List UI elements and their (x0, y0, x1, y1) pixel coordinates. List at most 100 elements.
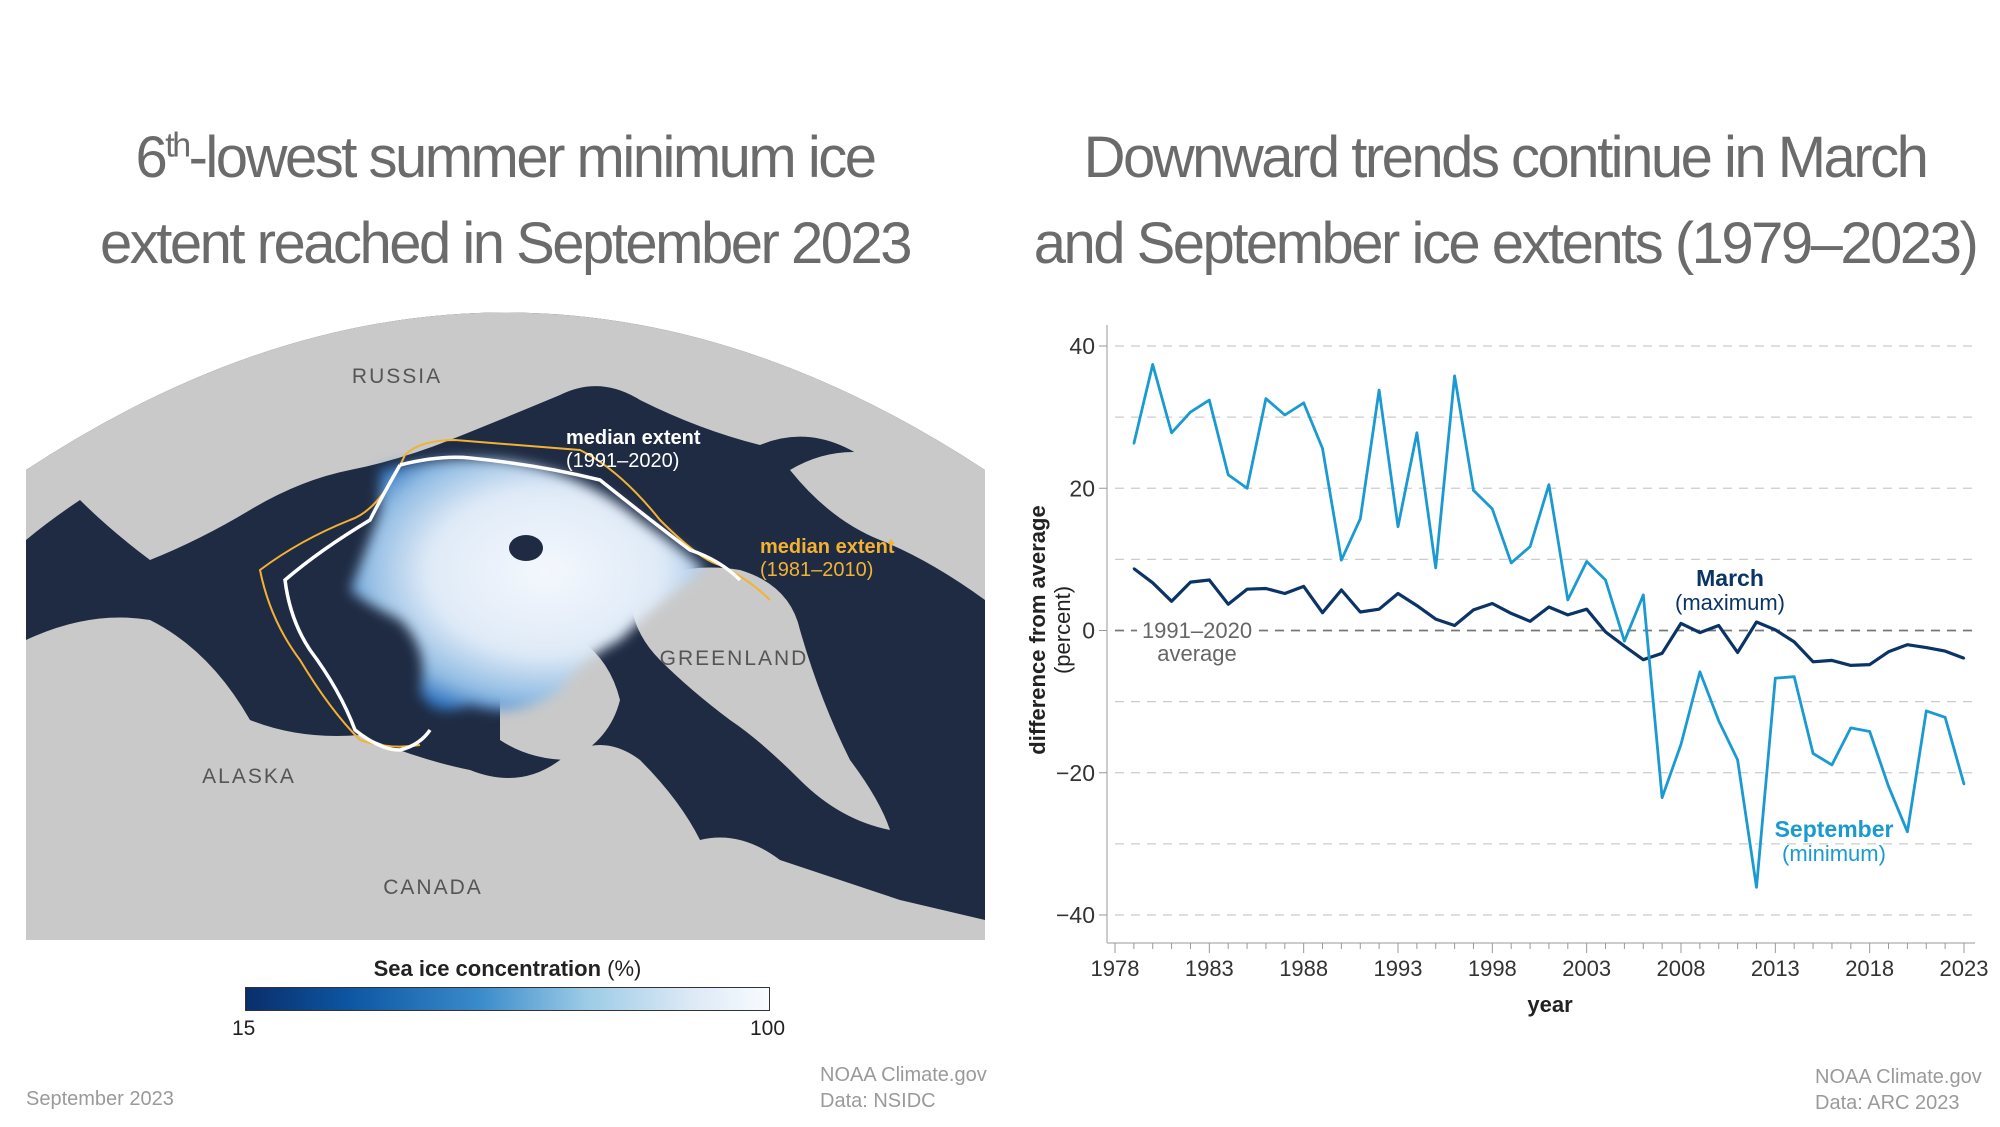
legend-unit: (%) (607, 956, 642, 981)
data-point-september (1377, 388, 1381, 392)
data-point-march (1547, 605, 1551, 609)
data-point-september (1528, 545, 1532, 548)
data-point-march (1774, 628, 1777, 631)
data-point-september (1887, 785, 1890, 788)
data-point-march (1227, 602, 1230, 606)
x-tick-label: 1988 (1279, 956, 1328, 981)
data-point-march (1906, 643, 1909, 646)
x-tick-label: 2008 (1657, 956, 1706, 981)
data-point-september (1962, 782, 1966, 786)
data-point-march (1415, 604, 1419, 607)
data-point-march (1528, 620, 1532, 623)
data-point-september (1396, 525, 1400, 528)
arctic-sea-ice-map: RUSSIA GREENLAND ALASKA CANADA median ex… (26, 312, 985, 940)
series-label-march-sub: (maximum) (1675, 590, 1785, 615)
data-point-september (1321, 447, 1324, 450)
data-point-september (1132, 442, 1136, 445)
data-point-march (1321, 611, 1324, 614)
data-point-march (1245, 588, 1249, 591)
data-point-september (1472, 489, 1475, 492)
median-extent-1991-2020-line (283, 455, 742, 752)
land-greenland (630, 567, 890, 830)
x-tick-label: 1993 (1374, 956, 1423, 981)
data-point-march (1302, 585, 1305, 588)
y-tick-label: 40 (1069, 333, 1095, 359)
data-point-september (1189, 410, 1192, 414)
data-point-march (1868, 663, 1871, 666)
data-point-september (1925, 709, 1928, 713)
map-date: September 2023 (26, 1088, 174, 1110)
y-tick-label: 0 (1082, 618, 1095, 644)
data-point-march (1679, 622, 1683, 625)
data-point-september (1679, 743, 1683, 746)
x-tick-label: 1983 (1185, 956, 1234, 981)
data-point-september (1245, 487, 1249, 490)
title-ordinal: 6 (135, 125, 167, 190)
data-point-march (1830, 659, 1834, 662)
data-point-march (1377, 607, 1381, 611)
y-axis-unit: (percent) (1050, 586, 1075, 674)
data-point-march (1736, 651, 1739, 654)
data-point-september (1170, 431, 1173, 434)
credit-line2: Data: NSIDC (820, 1090, 936, 1112)
land-scandinavia (790, 452, 985, 600)
data-point-march (1811, 660, 1815, 663)
title-line2: extent reached in September 2023 (100, 211, 912, 276)
data-point-september (1151, 363, 1154, 366)
data-point-september (1264, 397, 1268, 400)
legend-max: 100 (750, 1017, 786, 1040)
credit-line1: NOAA Climate.gov (820, 1064, 987, 1086)
land-alaska-canada (26, 617, 985, 940)
label-median-1981-2010-title: median extent (760, 536, 895, 558)
x-tick-label: 1978 (1091, 956, 1140, 981)
data-point-march (1793, 640, 1796, 644)
reference-label-bg (1137, 615, 1257, 667)
data-point-september (1755, 886, 1758, 889)
legend-min: 15 (232, 1017, 256, 1040)
data-point-march (1717, 624, 1720, 627)
data-point-september (1208, 398, 1211, 402)
data-point-march (1755, 620, 1758, 624)
data-point-september (1491, 507, 1494, 511)
data-point-march (1396, 592, 1400, 595)
data-point-march (1434, 617, 1437, 621)
y-tick-label: 20 (1069, 475, 1095, 501)
data-point-march (1642, 658, 1645, 661)
data-point-september (1623, 639, 1626, 643)
data-point-september (1227, 473, 1230, 476)
series-line-march (1132, 567, 1965, 668)
data-point-september (1585, 560, 1588, 563)
data-point-march (1283, 592, 1287, 595)
x-tick-label: 2018 (1845, 956, 1894, 981)
map-credit: NOAA Climate.gov Data: NSIDC (820, 1062, 987, 1114)
data-point-march (1208, 578, 1211, 582)
land-alaska-peninsula (40, 752, 200, 850)
data-point-september (1642, 593, 1645, 597)
label-median-1991-2020-title: median extent (566, 427, 701, 449)
data-point-september (1510, 561, 1513, 565)
data-point-march (1510, 612, 1513, 615)
data-point-september (1547, 483, 1551, 486)
chart-credit: NOAA Climate.gov Data: ARC 2023 (1815, 1064, 1982, 1116)
x-axis-label: year (1527, 992, 1573, 1017)
reference-label-line1: 1991–2020 (1142, 618, 1252, 643)
data-point-march (1585, 607, 1588, 611)
label-greenland: GREENLAND (660, 647, 809, 670)
data-point-march (1132, 567, 1136, 570)
title-line2: and September ice extents (1979–2023) (1033, 211, 1979, 276)
pole-hole (509, 535, 543, 561)
x-tick-label: 2013 (1751, 956, 1800, 981)
legend-title-text: Sea ice concentration (373, 956, 602, 981)
data-point-september (1849, 726, 1853, 730)
data-point-march (1604, 630, 1607, 634)
data-point-march (1925, 646, 1928, 649)
data-point-september (1604, 578, 1607, 582)
title-line1: -lowest summer minimum ice (188, 125, 877, 190)
data-point-september (1453, 374, 1456, 378)
series-label-march: March (1696, 565, 1764, 591)
data-point-september (1906, 830, 1909, 833)
y-axis-label: difference from average (1025, 505, 1050, 754)
x-tick-label: 1998 (1468, 956, 1517, 981)
data-point-march (1623, 644, 1626, 648)
series-label-september: September (1775, 816, 1894, 842)
